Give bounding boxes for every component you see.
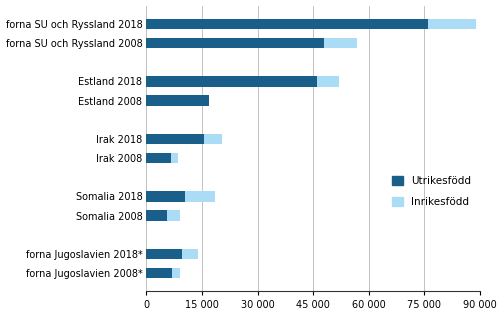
Bar — [146, 210, 166, 221]
Bar — [427, 19, 475, 29]
Bar — [146, 153, 170, 163]
Bar — [146, 76, 316, 87]
Bar — [146, 268, 172, 278]
Bar — [324, 38, 357, 48]
Bar — [146, 134, 203, 144]
Bar — [146, 249, 181, 259]
Bar — [146, 95, 209, 106]
Bar — [316, 76, 338, 87]
Bar — [146, 19, 427, 29]
Bar — [170, 153, 177, 163]
Legend: Utrikesfödd, Inrikesfödd: Utrikesfödd, Inrikesfödd — [389, 173, 473, 210]
Bar — [181, 249, 198, 259]
Bar — [146, 191, 185, 202]
Bar — [185, 191, 214, 202]
Bar — [203, 134, 222, 144]
Bar — [172, 268, 179, 278]
Bar — [166, 210, 179, 221]
Bar — [146, 38, 324, 48]
